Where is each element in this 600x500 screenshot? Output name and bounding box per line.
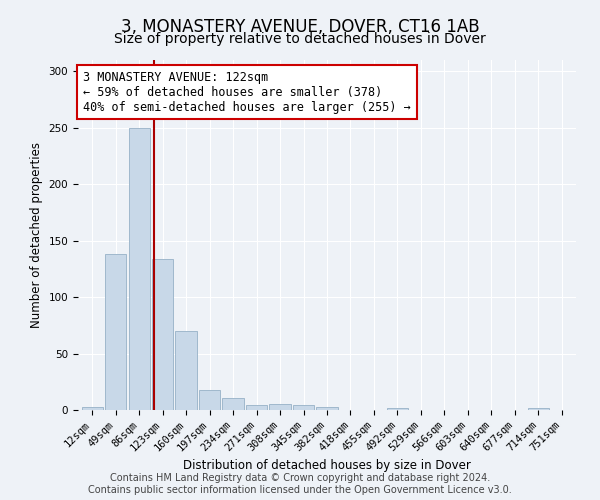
Text: 3 MONASTERY AVENUE: 122sqm
← 59% of detached houses are smaller (378)
40% of sem: 3 MONASTERY AVENUE: 122sqm ← 59% of deta… <box>83 70 411 114</box>
Bar <box>199 390 220 410</box>
Bar <box>105 254 126 410</box>
X-axis label: Distribution of detached houses by size in Dover: Distribution of detached houses by size … <box>183 459 471 472</box>
Bar <box>246 406 267 410</box>
Text: Size of property relative to detached houses in Dover: Size of property relative to detached ho… <box>114 32 486 46</box>
Bar <box>82 406 103 410</box>
Bar <box>269 404 290 410</box>
Bar <box>316 406 338 410</box>
Text: Contains HM Land Registry data © Crown copyright and database right 2024.
Contai: Contains HM Land Registry data © Crown c… <box>88 474 512 495</box>
Bar <box>175 331 197 410</box>
Bar <box>528 408 549 410</box>
Bar <box>128 128 149 410</box>
Text: 3, MONASTERY AVENUE, DOVER, CT16 1AB: 3, MONASTERY AVENUE, DOVER, CT16 1AB <box>121 18 479 36</box>
Y-axis label: Number of detached properties: Number of detached properties <box>30 142 43 328</box>
Bar <box>223 398 244 410</box>
Bar <box>387 408 408 410</box>
Bar <box>152 258 173 410</box>
Bar <box>293 406 314 410</box>
